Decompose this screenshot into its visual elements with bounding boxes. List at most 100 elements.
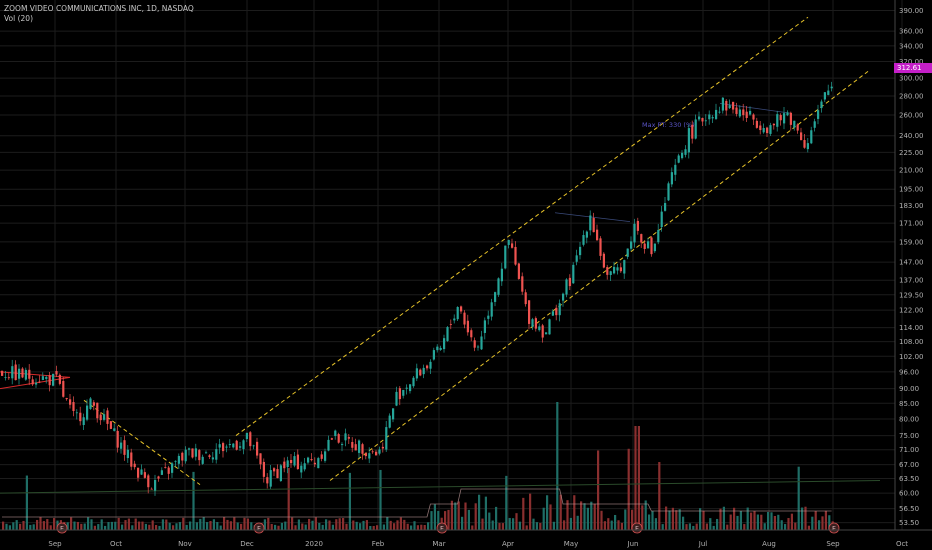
volume-bar	[66, 522, 69, 530]
volume-bar	[36, 519, 39, 530]
volume-bar	[2, 521, 5, 530]
candle-body	[728, 105, 731, 109]
candle-body	[759, 125, 762, 131]
volume-bar	[335, 519, 338, 530]
candle-body	[123, 440, 126, 455]
volume-bar	[709, 518, 712, 530]
candle-body	[500, 268, 503, 282]
candle-body	[55, 371, 58, 375]
volume-bar	[508, 517, 511, 530]
volume-bar	[780, 520, 783, 530]
volume-bar	[396, 520, 399, 530]
volume-bar	[73, 521, 76, 530]
volume-bar	[386, 517, 389, 530]
volume-bar	[369, 525, 372, 530]
volume-bar	[355, 521, 358, 530]
candle-body	[225, 446, 228, 448]
volume-bar	[76, 521, 79, 530]
candle-body	[320, 454, 323, 459]
volume-bar	[712, 525, 715, 530]
candle-body	[286, 460, 289, 468]
volume-bar	[787, 518, 790, 530]
candle-body	[490, 302, 493, 317]
volume-bar	[195, 522, 198, 530]
candle-body	[150, 488, 153, 490]
volume-bar	[318, 522, 321, 530]
volume-bar	[756, 514, 759, 530]
candle-body	[640, 234, 643, 243]
candle-body	[769, 125, 772, 134]
candle-body	[772, 123, 775, 126]
volume-bar	[97, 524, 100, 530]
candle-body	[436, 346, 439, 351]
y-tick-label: 108.00	[899, 338, 924, 346]
volume-bar	[338, 518, 341, 530]
price-target-annotation: Max PT: 330 (%)	[642, 121, 695, 129]
volume-bar	[90, 519, 93, 530]
candle-body	[313, 462, 316, 465]
candle-body	[92, 402, 95, 406]
candle-body	[426, 365, 429, 369]
candle-body	[480, 336, 483, 350]
volume-bar	[311, 520, 314, 530]
candle-body	[653, 243, 656, 252]
volume-bar	[331, 524, 334, 530]
volume-bar	[393, 523, 396, 530]
candle-body	[783, 113, 786, 124]
candle-body	[708, 114, 711, 120]
candle-body	[803, 140, 806, 148]
candle-body	[130, 452, 133, 467]
volume-bar	[328, 520, 331, 530]
volume-bar	[138, 521, 141, 530]
candle-body	[779, 115, 782, 121]
volume-bar	[471, 525, 474, 530]
candlesticks	[1, 81, 833, 496]
volume-bar	[607, 518, 610, 530]
volume-bar	[246, 518, 249, 530]
volume-bar	[467, 509, 470, 530]
candle-body	[290, 459, 293, 464]
volume-bar	[117, 517, 120, 530]
volume-bar	[345, 523, 348, 530]
volume-bar	[291, 517, 294, 530]
candle-body	[667, 183, 670, 201]
candle-body	[470, 330, 473, 338]
y-tick-label: 102.00	[899, 353, 924, 361]
volume-bar	[658, 462, 661, 530]
volume-bar	[644, 500, 647, 530]
volume-bar	[685, 524, 688, 530]
y-tick-label: 300.00	[899, 75, 924, 83]
candle-body	[52, 373, 55, 386]
candle-body	[86, 405, 89, 420]
volume-bar	[501, 523, 504, 530]
candle-body	[317, 458, 320, 469]
candle-body	[310, 458, 313, 461]
candle-body	[443, 338, 446, 350]
volume-bar	[661, 524, 664, 530]
candle-body	[531, 319, 534, 327]
volume-bar	[505, 475, 508, 530]
candle-body	[684, 149, 687, 155]
volume-bar	[586, 507, 589, 530]
volume-bar	[185, 524, 188, 530]
y-tick-label: 320.00	[899, 58, 924, 66]
candle-body	[623, 260, 626, 274]
volume-bar	[83, 523, 86, 530]
volume-bar	[688, 523, 691, 530]
y-tick-label: 80.00	[899, 415, 919, 423]
candle-body	[405, 387, 408, 389]
candle-body	[800, 132, 803, 141]
volume-bar	[641, 505, 644, 530]
volume-bar	[70, 517, 73, 530]
volume-bar	[104, 525, 107, 530]
candle-body	[521, 276, 524, 292]
candle-body	[619, 267, 622, 272]
candle-body	[283, 461, 286, 469]
candle-body	[35, 382, 38, 385]
volume-bar	[420, 524, 423, 530]
candle-body	[409, 384, 412, 392]
volume-bar	[178, 522, 181, 530]
volume-bar	[161, 519, 164, 530]
